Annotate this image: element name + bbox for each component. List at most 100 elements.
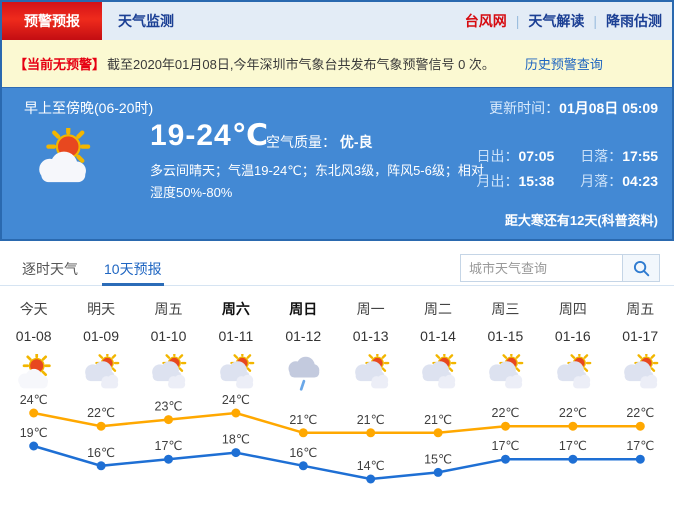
update-time-value: 01月08日 05:09 <box>559 100 658 116</box>
day-date: 01-13 <box>352 328 389 344</box>
period-title: 早上至傍晚(06-20时) <box>24 100 154 116</box>
forecast-day[interactable]: 周日 01-12 <box>270 298 337 392</box>
nav-links: 台风网 | 天气解读 | 降雨估测 <box>465 2 662 40</box>
search-button[interactable] <box>622 254 660 282</box>
day-date: 01-14 <box>420 328 456 344</box>
tab-weather-monitor[interactable]: 天气监测 <box>118 13 174 29</box>
svg-text:24℃: 24℃ <box>20 393 48 407</box>
day-name: 明天 <box>87 301 116 317</box>
forecast-day[interactable]: 今天 01-08 <box>0 298 67 392</box>
cloud-sun-icon <box>202 352 269 392</box>
sunrise-label: 日出： <box>476 148 519 164</box>
search-icon <box>633 260 649 276</box>
day-date: 01-15 <box>487 328 524 344</box>
day-name: 今天 <box>19 301 48 317</box>
forecast-day[interactable]: 明天 01-09 <box>67 298 134 392</box>
cloud-sun-icon <box>472 352 539 392</box>
cloud-sun-icon <box>607 352 674 392</box>
temp-chart: 24℃ 22℃ 23℃ 24℃ 21℃ 21℃ 21℃ 22℃ 22℃ 22℃ 19℃ 16℃ 17℃ 1… <box>20 393 654 484</box>
svg-text:17℃: 17℃ <box>155 439 183 453</box>
svg-text:16℃: 16℃ <box>87 446 115 460</box>
svg-text:16℃: 16℃ <box>289 446 317 460</box>
moonrise-label: 月出： <box>476 172 519 189</box>
tab-warning-forecast[interactable]: 预警预报 <box>2 2 102 40</box>
svg-text:22℃: 22℃ <box>626 406 654 420</box>
link-typhoon-net[interactable]: 台风网 <box>464 13 507 29</box>
svg-text:14℃: 14℃ <box>357 459 385 473</box>
day-name: 周四 <box>558 301 587 317</box>
day-date: 01-17 <box>622 328 659 344</box>
divider: | <box>593 13 597 29</box>
sun-cloud-icon <box>30 124 98 191</box>
svg-text:22℃: 22℃ <box>492 406 520 420</box>
top-section: 预警预报 天气监测 台风网 | 天气解读 | 降雨估测 【当前无预警】 截至20… <box>0 0 674 241</box>
tab-10day-forecast[interactable]: 10天预报 <box>102 252 164 286</box>
day-date: 01-11 <box>218 328 254 344</box>
forecast-day[interactable]: 周二 01-14 <box>404 298 471 392</box>
svg-text:22℃: 22℃ <box>559 406 587 420</box>
sunrise-value: 07:05 <box>518 148 555 164</box>
moon-times-row: 月出：15:38 月落：04:23 <box>476 169 658 194</box>
cloud-sun-icon <box>404 352 471 392</box>
day-date: 01-08 <box>15 328 52 344</box>
forecast-days: 今天 01-08 明天 01-09 周五 01-10 周六 01-11 <box>0 298 674 392</box>
current-weather-panel: 早上至傍晚(06-20时) 更新时间：01月08日 05:09 19-24℃ 空… <box>2 87 672 239</box>
svg-text:17℃: 17℃ <box>559 439 587 453</box>
day-date: 01-16 <box>554 328 591 344</box>
cloud-sun-icon <box>539 352 606 392</box>
temperature-chart: 24℃ 22℃ 23℃ 24℃ 21℃ 21℃ 21℃ 22℃ 22℃ 22℃ 19℃ 16℃ 17℃ 1… <box>0 392 674 502</box>
day-name: 周二 <box>424 301 453 317</box>
day-name: 周日 <box>289 301 318 317</box>
alert-bar: 【当前无预警】 截至2020年01月08日,今年深圳市气象台共发布气象预警信号 … <box>2 40 672 87</box>
sun-moon-times: 日出：07:05 日落：17:55 月出：15:38 月落：04:23 <box>476 144 658 193</box>
day-date: 01-09 <box>83 328 119 344</box>
svg-text:17℃: 17℃ <box>492 439 520 453</box>
svg-text:15℃: 15℃ <box>424 452 452 466</box>
temperature-range: 19-24℃ <box>150 119 270 152</box>
moonrise-value: 15:38 <box>518 172 555 189</box>
divider: | <box>515 13 520 29</box>
update-time: 更新时间：01月08日 05:09 <box>489 98 658 118</box>
cloud-sun-icon <box>337 352 404 392</box>
sun-times-row: 日出：07:05 日落：17:55 <box>476 144 658 169</box>
day-date: 01-12 <box>285 328 322 344</box>
solar-term-countdown[interactable]: 距大寒还有12天(科普资料) <box>504 213 658 228</box>
cloud-sun-icon <box>135 352 202 392</box>
forecast-day[interactable]: 周六 01-11 <box>202 298 269 392</box>
link-weather-interpretation[interactable]: 天气解读 <box>528 13 585 29</box>
main-nav: 预警预报 天气监测 台风网 | 天气解读 | 降雨估测 <box>2 2 672 40</box>
air-quality-label: 空气质量： <box>266 134 336 150</box>
day-name: 周五 <box>154 301 183 317</box>
city-search-input[interactable] <box>460 254 622 282</box>
weather-description: 多云间晴天；气温19-24℃；东北风3级，阵风5-6级；相对湿度50%-80% <box>150 163 484 201</box>
sun-cloud-icon <box>0 352 67 392</box>
history-warning-link[interactable]: 历史预警查询 <box>524 57 603 72</box>
day-name: 周三 <box>491 301 520 317</box>
air-quality: 空气质量： 优-良 <box>266 132 373 152</box>
sunset-label: 日落： <box>580 148 623 164</box>
forecast-day[interactable]: 周五 01-17 <box>607 298 674 392</box>
air-quality-value: 优-良 <box>339 134 373 150</box>
svg-text:21℃: 21℃ <box>289 413 317 427</box>
svg-text:18℃: 18℃ <box>222 433 250 447</box>
svg-text:19℃: 19℃ <box>20 426 48 440</box>
forecast-day[interactable]: 周五 01-10 <box>135 298 202 392</box>
tab-hourly-weather[interactable]: 逐时天气 <box>22 260 78 277</box>
day-date: 01-10 <box>150 328 187 344</box>
day-name: 周一 <box>356 301 385 317</box>
svg-text:17℃: 17℃ <box>626 439 654 453</box>
forecast-tabs: 逐时天气 10天预报 <box>0 252 674 286</box>
rain-icon <box>270 352 337 392</box>
forecast-day[interactable]: 周一 01-13 <box>337 298 404 392</box>
forecast-day[interactable]: 周三 01-15 <box>472 298 539 392</box>
moonset-value: 04:23 <box>622 172 658 189</box>
moonset-label: 月落： <box>580 172 623 189</box>
forecast-day[interactable]: 周四 01-16 <box>539 298 606 392</box>
link-rainfall-estimation[interactable]: 降雨估测 <box>606 13 662 29</box>
svg-text:23℃: 23℃ <box>155 400 183 414</box>
sunset-value: 17:55 <box>622 148 658 164</box>
day-name: 周六 <box>221 301 250 317</box>
svg-text:22℃: 22℃ <box>87 406 115 420</box>
day-name: 周五 <box>626 301 655 317</box>
no-warning-badge: 【当前无预警】 <box>14 57 106 72</box>
